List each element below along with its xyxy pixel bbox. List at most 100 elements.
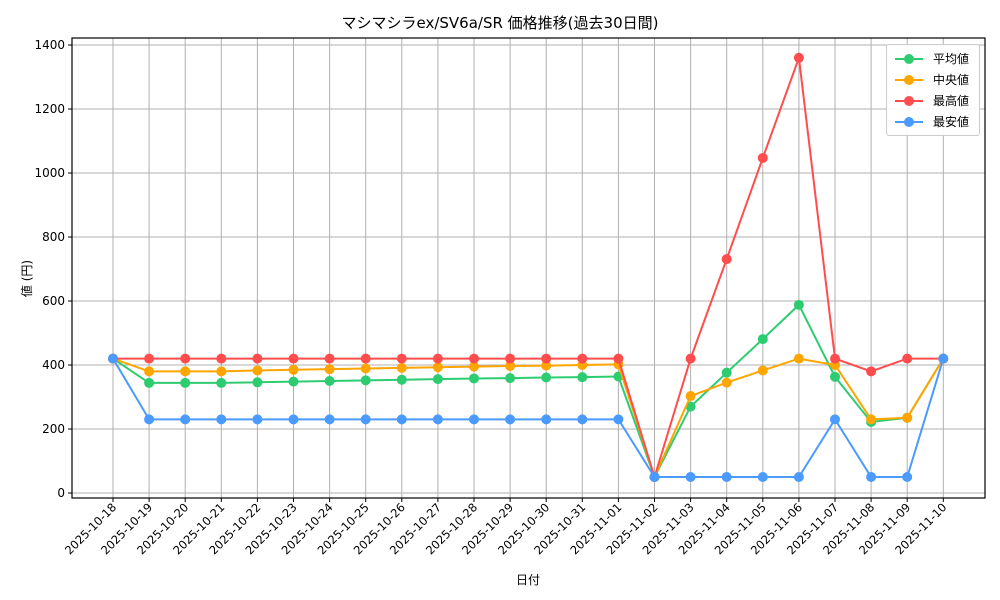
- data-point: [505, 360, 516, 371]
- data-point: [721, 472, 732, 482]
- chart-title: マシマシラex/SV6a/SR 価格推移(過去30日間): [341, 14, 659, 32]
- data-point: [360, 353, 371, 364]
- data-point: [144, 377, 155, 388]
- svg-text:600: 600: [42, 294, 65, 308]
- data-point: [252, 377, 263, 388]
- data-point: [541, 353, 552, 364]
- data-point: [505, 414, 516, 425]
- data-point: [757, 334, 768, 345]
- data-point: [793, 52, 804, 63]
- data-point: [252, 414, 263, 425]
- data-point: [324, 353, 335, 364]
- data-point: [144, 366, 155, 377]
- legend-item: 平均値: [887, 48, 979, 69]
- data-point: [541, 414, 552, 425]
- data-point: [288, 376, 299, 387]
- data-point: [432, 374, 443, 385]
- legend-label: 最安値: [933, 115, 970, 129]
- data-point: [938, 353, 949, 364]
- data-point: [216, 353, 227, 364]
- data-point: [252, 365, 263, 376]
- data-point: [432, 414, 443, 425]
- legend-item: 最高値: [887, 90, 979, 111]
- data-point: [866, 472, 877, 482]
- data-point: [180, 377, 191, 388]
- series-line: [108, 299, 949, 482]
- data-point: [396, 353, 407, 364]
- legend-item: 中央値: [887, 69, 979, 90]
- svg-text:1400: 1400: [34, 38, 65, 52]
- data-point: [288, 414, 299, 425]
- data-point: [396, 374, 407, 385]
- data-point: [685, 472, 696, 482]
- data-point: [216, 366, 227, 377]
- data-point: [505, 373, 516, 384]
- data-point: [685, 391, 696, 402]
- svg-text:200: 200: [42, 422, 65, 436]
- data-point: [902, 472, 913, 482]
- x-axis-label: 日付: [515, 573, 540, 587]
- data-point: [721, 377, 732, 388]
- legend-label: 中央値: [933, 73, 970, 87]
- data-point: [469, 353, 479, 364]
- legend-item: 最安値: [887, 111, 979, 132]
- data-point: [469, 373, 479, 384]
- data-point: [757, 365, 768, 376]
- data-point: [180, 366, 191, 377]
- data-point: [577, 353, 588, 364]
- legend-label: 平均値: [933, 52, 970, 66]
- data-point: [144, 414, 155, 425]
- data-point: [180, 353, 191, 364]
- data-point: [902, 353, 913, 364]
- data-point: [721, 254, 732, 265]
- x-axis-ticks: 2025-10-182025-10-192025-10-202025-10-21…: [62, 498, 949, 557]
- data-point: [757, 472, 768, 482]
- legend-marker-icon: [895, 116, 923, 127]
- legend-marker-icon: [895, 95, 923, 106]
- data-point: [902, 412, 913, 423]
- series-line: [108, 353, 949, 482]
- legend-marker-icon: [895, 53, 923, 64]
- legend: 平均値中央値最高値最安値: [886, 44, 980, 136]
- data-point: [432, 362, 443, 373]
- data-point: [432, 353, 443, 364]
- data-point: [216, 414, 227, 425]
- data-point: [396, 414, 407, 425]
- y-axis-ticks: 0 200 400 600 800 1000 1200 1400: [34, 38, 72, 500]
- data-point: [577, 414, 588, 425]
- data-point: [396, 362, 407, 373]
- data-point: [866, 366, 877, 377]
- data-point: [757, 152, 768, 163]
- data-point: [613, 414, 624, 425]
- data-point: [288, 353, 299, 364]
- data-point: [360, 375, 371, 386]
- data-point: [541, 360, 552, 371]
- plot-frame: [71, 37, 986, 499]
- data-point: [469, 414, 479, 425]
- data-point: [685, 353, 696, 364]
- data-point: [613, 353, 624, 364]
- svg-text:1200: 1200: [34, 102, 65, 116]
- svg-text:1000: 1000: [34, 166, 65, 180]
- data-point: [830, 414, 840, 425]
- data-point: [360, 363, 371, 374]
- data-point: [288, 364, 299, 375]
- series-line: [108, 353, 949, 482]
- data-point: [324, 364, 335, 375]
- y-axis-label: 値 (円): [20, 259, 35, 298]
- data-point: [144, 353, 155, 364]
- data-point: [866, 414, 877, 425]
- data-point: [324, 376, 335, 386]
- data-point: [649, 472, 660, 482]
- data-point: [793, 353, 804, 364]
- data-point: [793, 472, 804, 482]
- svg-text:400: 400: [42, 358, 65, 372]
- data-point: [721, 367, 732, 378]
- data-point: [252, 353, 263, 364]
- data-point: [216, 377, 227, 388]
- data-point: [469, 361, 479, 372]
- legend-marker-icon: [895, 74, 923, 85]
- series-line: [108, 52, 949, 482]
- data-point: [541, 372, 552, 383]
